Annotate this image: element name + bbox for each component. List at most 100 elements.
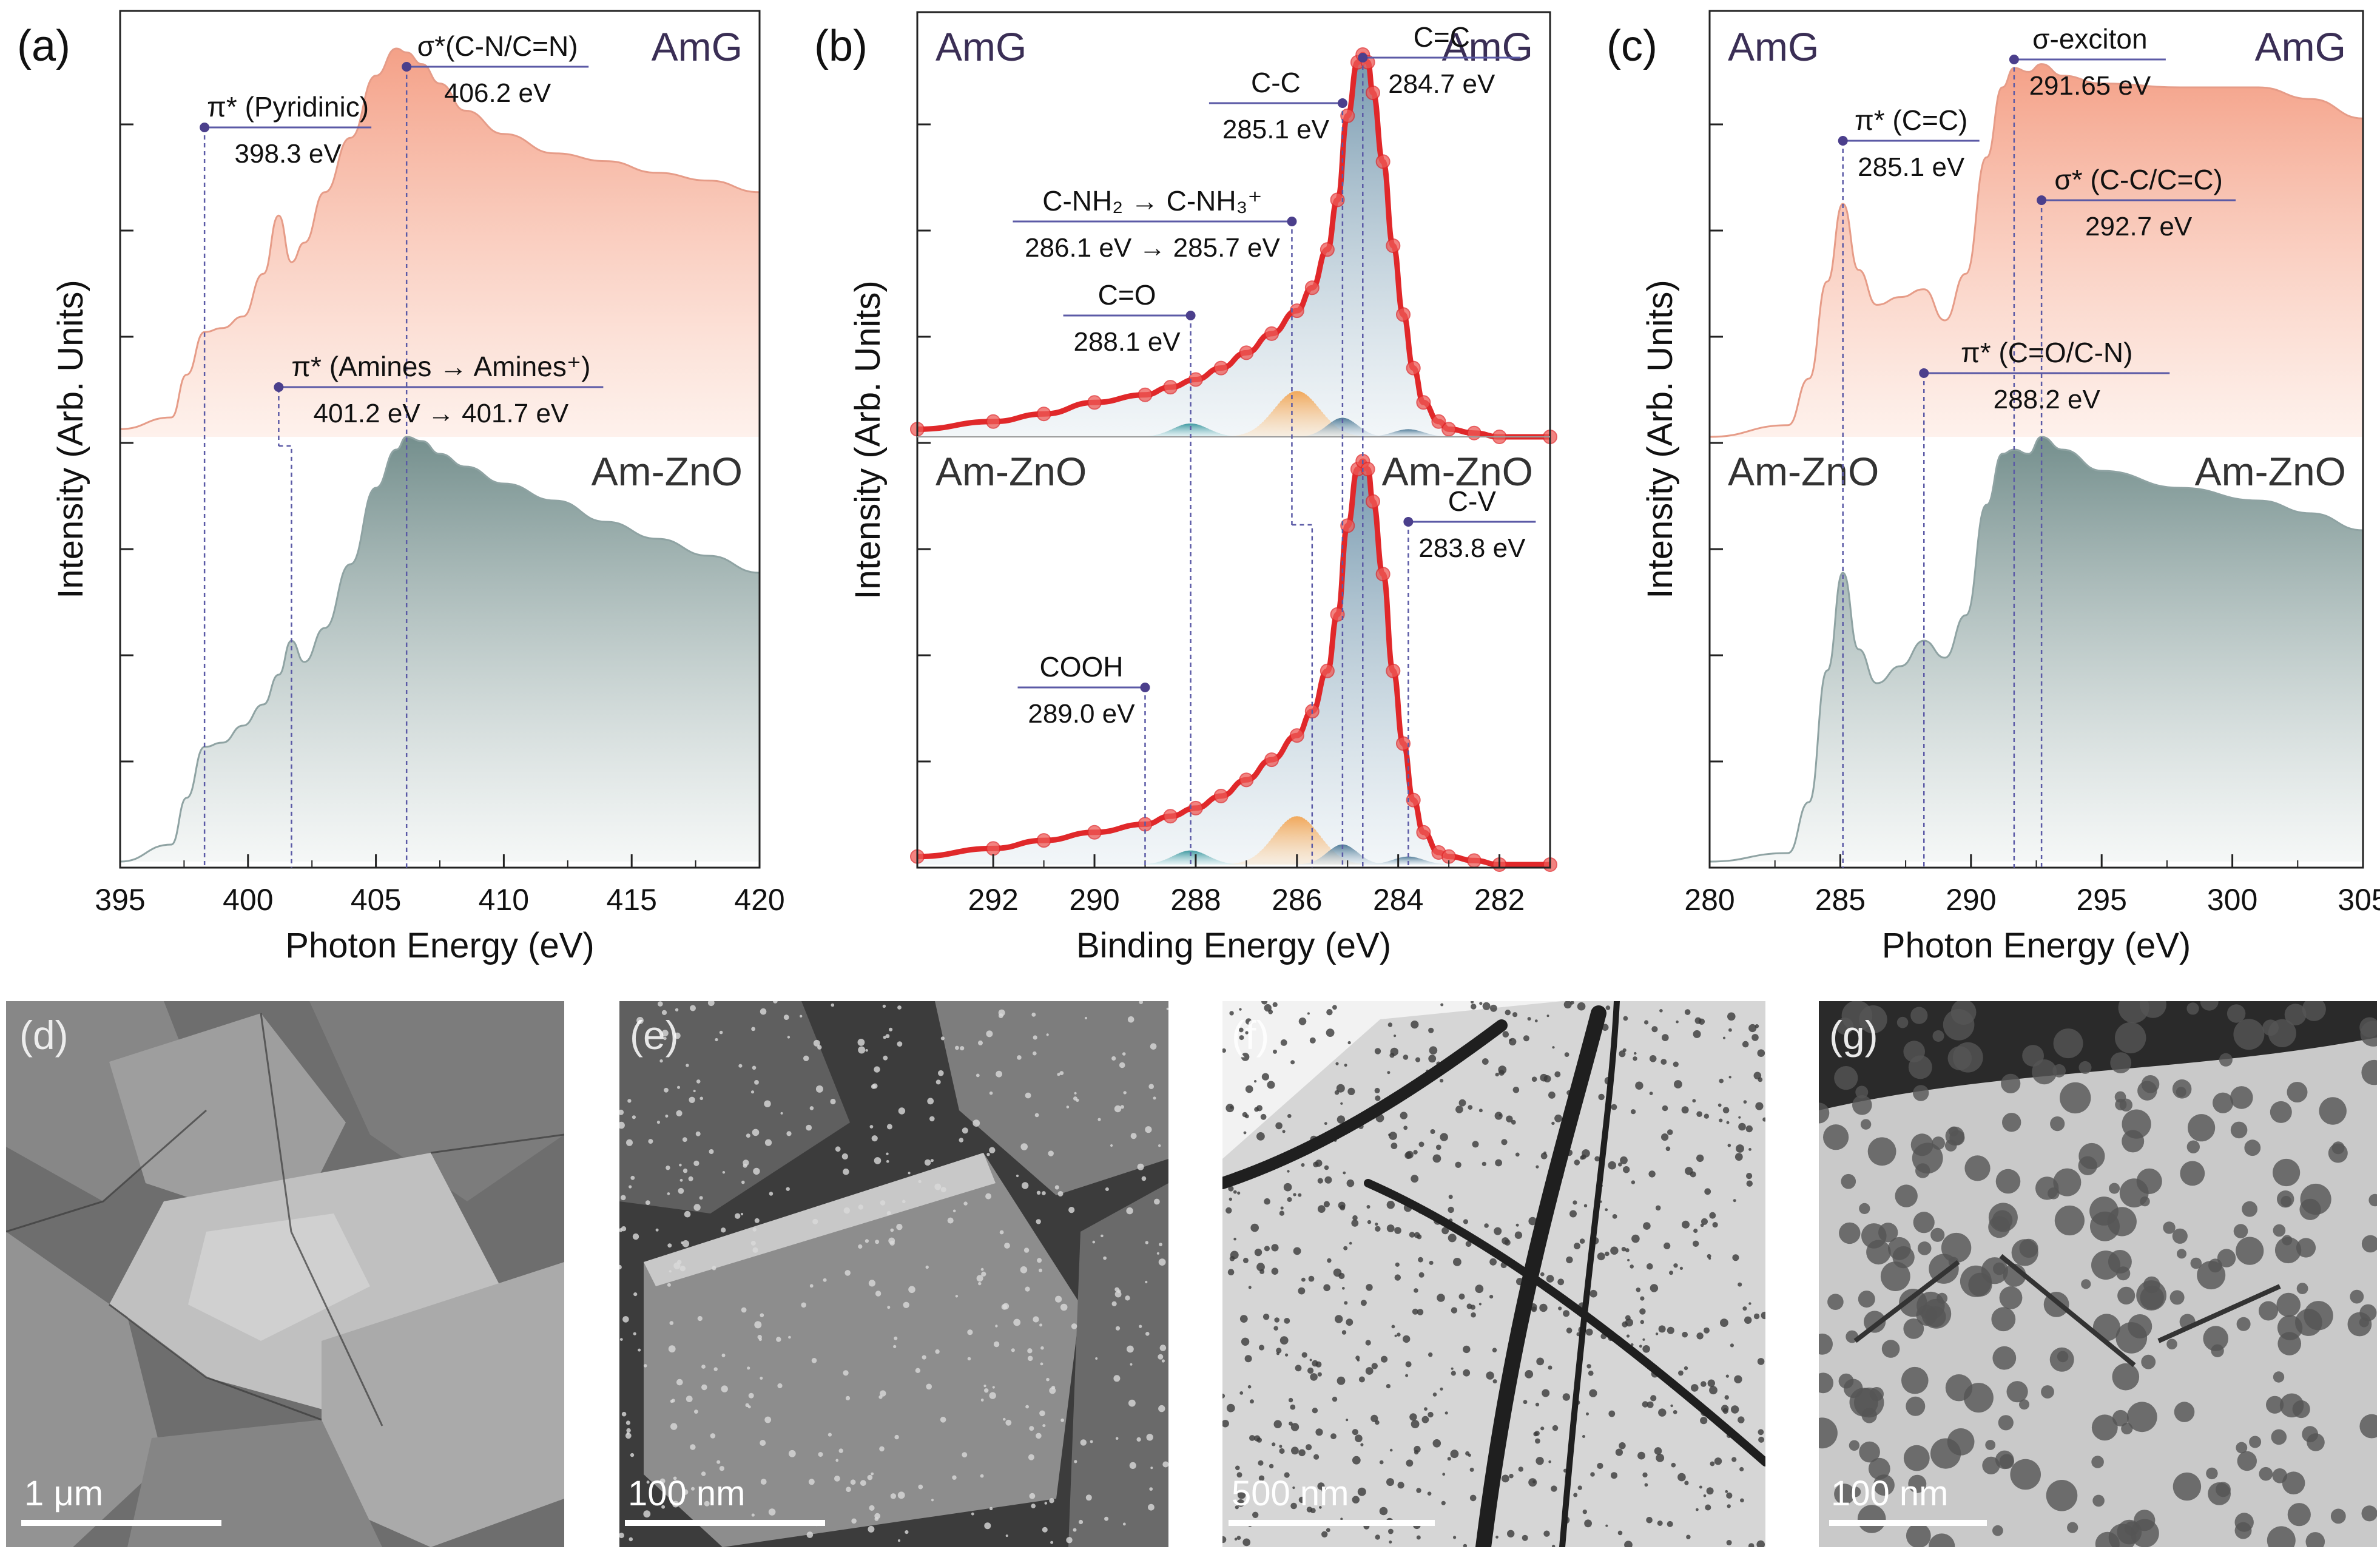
panel-label: (a)	[17, 22, 70, 70]
particle	[1428, 1411, 1434, 1418]
data-point	[1431, 414, 1446, 429]
particle	[776, 1337, 781, 1342]
particle	[1279, 1445, 1283, 1448]
particle	[955, 1045, 959, 1050]
particle	[1869, 1387, 1884, 1402]
particle	[2090, 1211, 2120, 1241]
particle	[1707, 1254, 1711, 1258]
particle	[1105, 1187, 1109, 1191]
particle	[1366, 1284, 1373, 1291]
particle	[1236, 1536, 1241, 1540]
particle	[1127, 1016, 1134, 1023]
data-point	[1406, 360, 1421, 376]
particle	[2041, 1385, 2054, 1399]
particle	[1458, 1099, 1466, 1107]
y-axis-label: Intensity (Arb. Units)	[51, 280, 90, 598]
scalebar-f	[1229, 1520, 1435, 1526]
particle	[1731, 1457, 1737, 1462]
amg-spectrum-line	[120, 47, 760, 430]
particle	[625, 1433, 632, 1439]
data-point	[1320, 242, 1335, 257]
particle	[1642, 1338, 1645, 1341]
particle	[1432, 1154, 1441, 1163]
particle	[2213, 1092, 2234, 1113]
particle	[1055, 1295, 1062, 1303]
particle	[2271, 1429, 2287, 1445]
particle	[890, 1493, 897, 1499]
micrograph-label-e: (e)	[630, 1013, 679, 1058]
particle	[1674, 1080, 1682, 1088]
particle	[1728, 1028, 1732, 1032]
particle	[815, 1085, 823, 1093]
particle	[1557, 1278, 1565, 1286]
particle	[1387, 1022, 1393, 1027]
particle	[1440, 1003, 1444, 1007]
nanoparticle-texture	[1819, 1001, 2377, 1547]
cv-component	[1363, 856, 1454, 865]
particle	[809, 1284, 814, 1288]
particle	[1502, 1237, 1509, 1245]
particle	[1049, 1498, 1054, 1504]
particle	[1387, 1071, 1391, 1075]
particle	[2078, 1061, 2092, 1074]
particle	[806, 1531, 814, 1538]
particle	[1748, 1148, 1751, 1151]
particle	[2139, 1001, 2166, 1018]
annotation-cnh-marker	[1287, 217, 1297, 226]
particle	[930, 1159, 934, 1163]
particle	[1375, 1534, 1380, 1540]
particle	[1371, 1363, 1378, 1369]
particle	[1029, 1426, 1034, 1431]
particle	[672, 1500, 679, 1508]
scalebar-label-g: 100 nm	[1831, 1474, 1949, 1513]
annotation-pyridinic-name: π* (Pyridinic)	[207, 91, 369, 123]
particle	[1757, 1049, 1765, 1057]
particle	[989, 1392, 996, 1399]
particle	[629, 1537, 633, 1542]
data-point	[1340, 108, 1355, 123]
particle	[1254, 1248, 1262, 1257]
particle	[682, 1240, 690, 1247]
particle	[1714, 1457, 1722, 1465]
particle	[1365, 1367, 1374, 1375]
particle	[1548, 1460, 1551, 1463]
particle	[1403, 1335, 1411, 1343]
particle	[1048, 1150, 1054, 1156]
particle	[1617, 1530, 1623, 1536]
particle	[1159, 1243, 1162, 1246]
particle	[2234, 1522, 2252, 1539]
particle	[1238, 1027, 1244, 1033]
particle	[1696, 1332, 1704, 1340]
particle	[773, 1001, 778, 1004]
particle	[1258, 1345, 1265, 1351]
particle	[806, 1124, 812, 1131]
particle	[2163, 1221, 2176, 1234]
particle	[1725, 1490, 1728, 1493]
particle	[1573, 1200, 1577, 1205]
particle	[1913, 1212, 1935, 1234]
particle	[1915, 1163, 1930, 1178]
particle	[689, 1096, 695, 1103]
particle	[752, 1065, 757, 1070]
particle	[986, 1153, 990, 1156]
particle	[693, 1204, 701, 1211]
particle	[955, 1295, 959, 1298]
particle	[655, 1228, 659, 1232]
particle	[648, 1139, 653, 1144]
particle	[1340, 1517, 1343, 1520]
amg-spectrum-area	[120, 49, 760, 437]
particle	[1515, 1223, 1519, 1227]
particle	[1507, 1530, 1515, 1537]
particle	[1857, 1505, 1886, 1533]
particle	[661, 1010, 667, 1015]
particle	[1268, 1009, 1273, 1014]
particle	[752, 1247, 758, 1253]
particle	[2122, 1130, 2145, 1153]
particle	[1046, 1033, 1049, 1036]
data-point	[1289, 728, 1304, 743]
particle	[746, 1133, 750, 1138]
particle	[1682, 1220, 1690, 1229]
particle	[1453, 1536, 1457, 1539]
micrograph-g	[1819, 1001, 2377, 1547]
particle	[1416, 1535, 1421, 1540]
